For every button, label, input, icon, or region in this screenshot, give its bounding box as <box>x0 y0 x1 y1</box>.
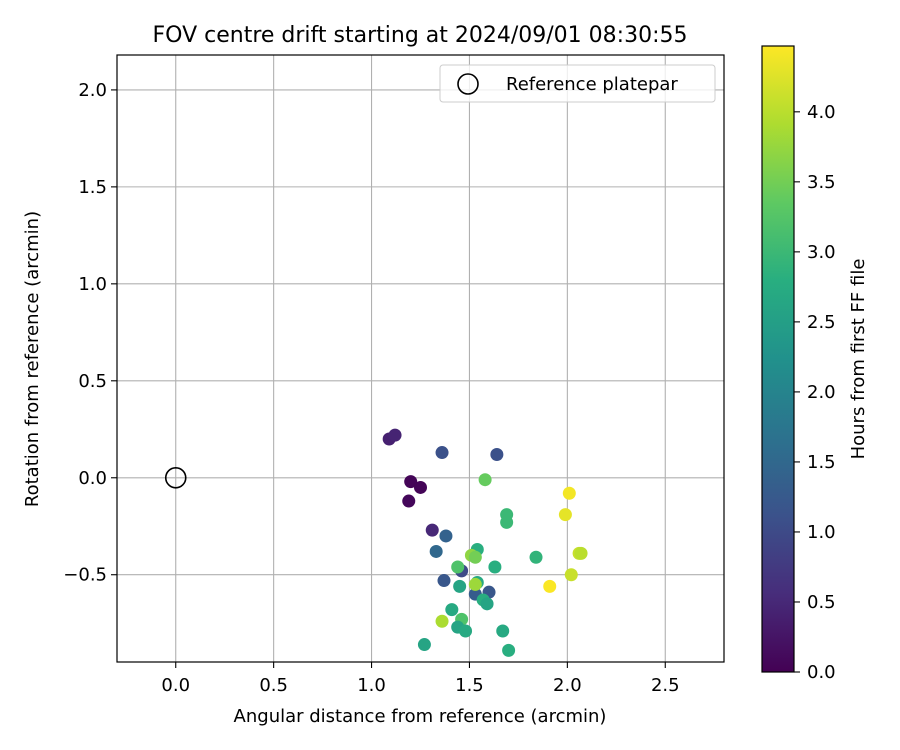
data-point <box>445 603 459 617</box>
y-tick-label: −0.5 <box>63 565 107 586</box>
data-point <box>564 568 578 582</box>
data-point <box>414 480 427 494</box>
data-point <box>574 546 588 560</box>
data-point <box>496 624 510 638</box>
legend: Reference platepar <box>439 64 716 103</box>
grid <box>117 55 724 662</box>
colorbar-tick-label: 2.0 <box>807 382 836 403</box>
data-point <box>425 523 439 537</box>
y-tick-label: 2.0 <box>78 80 107 101</box>
colorbar-label: Hours from first FF file <box>848 259 869 460</box>
y-tick-label: 1.5 <box>78 177 107 198</box>
data-point <box>468 550 482 564</box>
chart-title: FOV centre drift starting at 2024/09/01 … <box>153 23 688 48</box>
y-tick-label: 0.5 <box>78 371 107 392</box>
x-tick-label: 2.0 <box>553 675 582 696</box>
x-tick-label: 0.0 <box>161 675 190 696</box>
data-point <box>417 638 431 652</box>
colorbar <box>761 45 795 673</box>
colorbar-tick-label: 0.0 <box>807 662 836 683</box>
data-point <box>490 447 504 461</box>
y-axis-ticks: −0.5 0.0 0.5 1.0 1.5 2.0 <box>63 80 117 586</box>
data-point <box>435 614 449 628</box>
data-point <box>451 560 465 574</box>
data-points <box>382 428 588 657</box>
x-tick-label: 0.5 <box>259 675 288 696</box>
colorbar-tick-label: 3.0 <box>807 242 836 263</box>
data-point <box>480 597 494 611</box>
plot-frame <box>116 54 725 663</box>
y-axis-label: Rotation from reference (arcmin) <box>22 211 43 507</box>
data-point <box>478 473 492 487</box>
legend-marker-icon <box>457 73 479 95</box>
data-point <box>437 574 451 588</box>
data-point <box>388 428 402 442</box>
data-point <box>500 515 514 529</box>
colorbar-ticks: 0.0 0.5 1.0 1.5 2.0 2.5 3.0 3.5 4.0 <box>794 102 836 683</box>
x-axis-ticks: 0.0 0.5 1.0 1.5 2.0 2.5 <box>161 662 680 696</box>
data-point <box>543 579 557 593</box>
data-point <box>429 544 443 558</box>
x-tick-label: 2.5 <box>651 675 680 696</box>
colorbar-tick-label: 0.5 <box>807 592 836 613</box>
y-tick-label: 1.0 <box>78 274 107 295</box>
data-point <box>453 579 467 593</box>
x-tick-label: 1.0 <box>357 675 386 696</box>
data-point <box>402 494 416 508</box>
data-point <box>468 577 482 591</box>
y-tick-label: 0.0 <box>78 468 107 489</box>
reference-platepar-marker <box>164 466 187 489</box>
data-point <box>488 560 502 574</box>
colorbar-tick-label: 1.5 <box>807 452 836 473</box>
data-point <box>404 475 418 489</box>
colorbar-tick-label: 1.0 <box>807 522 836 543</box>
data-point <box>558 508 572 522</box>
colorbar-tick-label: 4.0 <box>807 102 836 123</box>
legend-label: Reference platepar <box>506 74 678 95</box>
colorbar-tick-label: 3.5 <box>807 172 836 193</box>
data-point <box>502 643 516 657</box>
data-point <box>562 486 576 500</box>
x-tick-label: 1.5 <box>455 675 484 696</box>
data-point <box>435 446 449 460</box>
x-axis-label: Angular distance from reference (arcmin) <box>234 706 607 727</box>
colorbar-tick-label: 2.5 <box>807 312 836 333</box>
data-point <box>459 624 473 638</box>
data-point <box>529 550 543 564</box>
legend-box <box>439 64 716 103</box>
data-point <box>439 529 453 543</box>
